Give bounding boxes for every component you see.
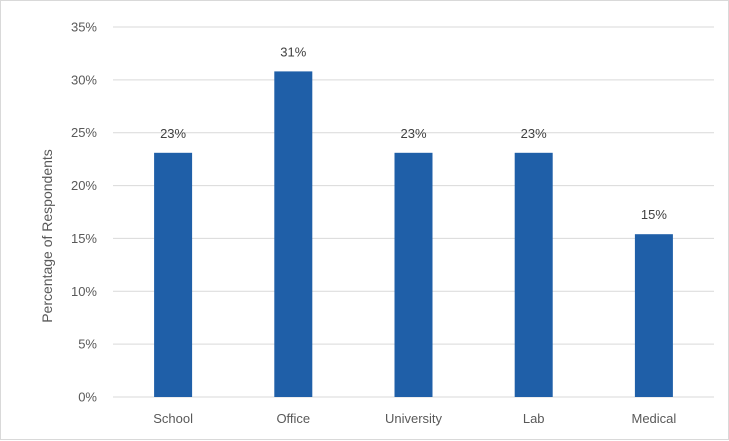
- x-category-label: Medical: [632, 411, 677, 426]
- bars: [154, 71, 673, 398]
- y-tick-label: 5%: [78, 337, 97, 352]
- y-axis-title: Percentage of Respondents: [39, 149, 55, 323]
- y-tick-label: 0%: [78, 390, 97, 405]
- data-label-school: 23%: [160, 126, 186, 141]
- x-category-label: Lab: [523, 411, 545, 426]
- x-category-label: School: [153, 411, 193, 426]
- y-axis-ticks: 0% 5% 10% 15% 20% 25% 30% 35%: [71, 20, 97, 405]
- data-labels: 23% 31% 23% 23% 15%: [160, 44, 667, 222]
- y-tick-label: 10%: [71, 284, 97, 299]
- data-label-university: 23%: [400, 126, 426, 141]
- y-tick-label: 35%: [71, 20, 97, 35]
- bar-office: [274, 71, 313, 398]
- data-label-lab: 23%: [521, 126, 547, 141]
- bar-university: [394, 152, 433, 397]
- x-axis-categories: School Office University Lab Medical: [153, 411, 676, 426]
- y-tick-label: 20%: [71, 178, 97, 193]
- x-category-label: Office: [276, 411, 310, 426]
- x-category-label: University: [385, 411, 443, 426]
- y-tick-label: 30%: [71, 72, 97, 87]
- data-label-medical: 15%: [641, 207, 667, 222]
- bar-medical: [634, 234, 673, 397]
- data-label-office: 31%: [280, 44, 306, 59]
- y-tick-label: 15%: [71, 231, 97, 246]
- bar-lab: [514, 152, 553, 397]
- bar-school: [154, 152, 193, 397]
- y-tick-label: 25%: [71, 125, 97, 140]
